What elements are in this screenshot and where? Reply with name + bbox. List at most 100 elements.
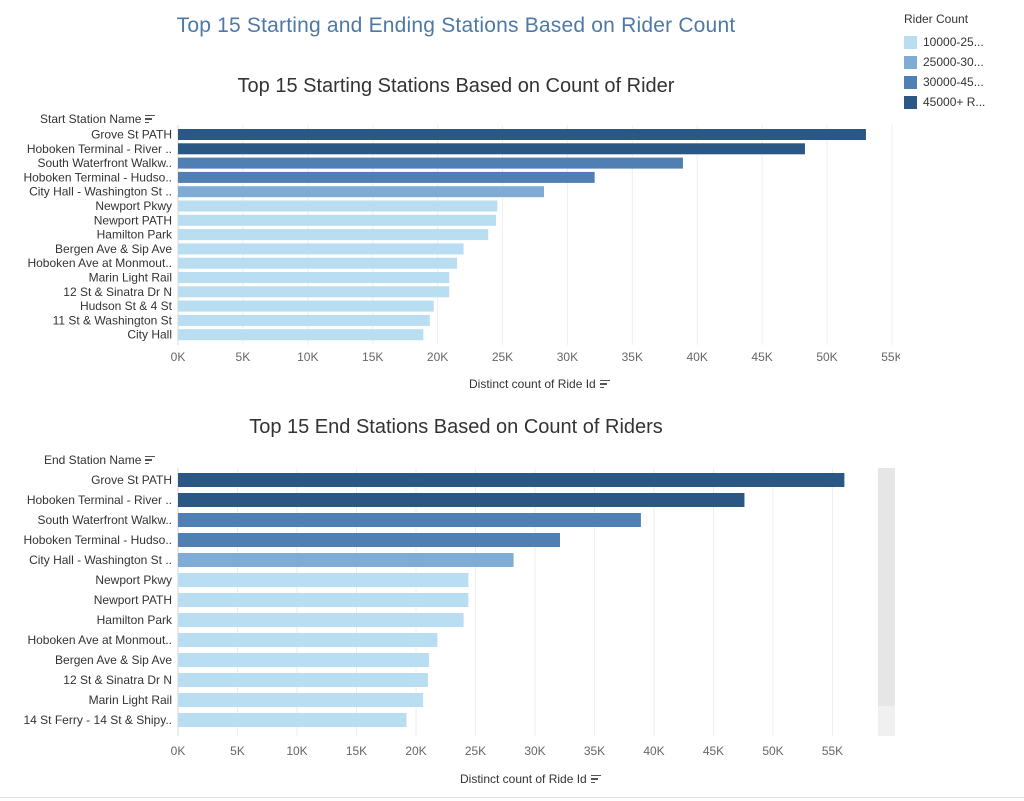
x-tick-label: 55K bbox=[881, 350, 900, 364]
x-tick-label: 50K bbox=[816, 350, 837, 364]
category-label: Marin Light Rail bbox=[89, 693, 172, 707]
bar[interactable] bbox=[178, 493, 745, 507]
legend-swatch bbox=[904, 35, 917, 49]
legend-label: 45000+ R... bbox=[923, 95, 986, 109]
bar[interactable] bbox=[178, 257, 458, 269]
category-label: Grove St PATH bbox=[91, 473, 172, 487]
category-label: South Waterfront Walkw.. bbox=[38, 513, 173, 527]
chart-scrollbar-thumb[interactable] bbox=[878, 706, 895, 736]
category-label: 12 St & Sinatra Dr N bbox=[63, 285, 172, 299]
x-tick-label: 0K bbox=[171, 744, 186, 758]
bar[interactable] bbox=[178, 286, 450, 298]
color-legend: Rider Count 10000-25... 25000-30... 30000-… bbox=[904, 12, 1014, 112]
bar[interactable] bbox=[178, 673, 428, 687]
category-label: City Hall - Washington St .. bbox=[29, 553, 172, 567]
category-label: Hoboken Terminal - River .. bbox=[27, 493, 172, 507]
bar[interactable] bbox=[178, 329, 424, 341]
sort-icon[interactable] bbox=[590, 774, 601, 784]
x-tick-label: 20K bbox=[427, 350, 448, 364]
legend-swatch bbox=[904, 75, 917, 89]
legend-label: 30000-45... bbox=[923, 75, 984, 89]
x-tick-label: 40K bbox=[643, 744, 664, 758]
category-label: Newport Pkwy bbox=[95, 573, 172, 587]
category-label: Hoboken Ave at Monmout.. bbox=[27, 633, 172, 647]
end-x-axis-title[interactable]: Distinct count of Ride Id bbox=[460, 772, 601, 786]
x-tick-label: 45K bbox=[703, 744, 724, 758]
bar[interactable] bbox=[178, 573, 469, 587]
end-x-axis-title-text: Distinct count of Ride Id bbox=[460, 772, 587, 786]
bar[interactable] bbox=[178, 129, 866, 140]
start-x-axis-title[interactable]: Distinct count of Ride Id bbox=[469, 377, 610, 391]
bar[interactable] bbox=[178, 243, 464, 255]
dashboard-title: Top 15 Starting and Ending Stations Base… bbox=[176, 14, 736, 37]
x-tick-label: 55K bbox=[822, 744, 843, 758]
bar[interactable] bbox=[178, 553, 514, 567]
category-label: 11 St & Washington St bbox=[53, 313, 173, 327]
bar[interactable] bbox=[178, 713, 407, 727]
bar[interactable] bbox=[178, 533, 560, 547]
bar[interactable] bbox=[178, 157, 683, 169]
legend-swatch bbox=[904, 95, 917, 109]
legend-item[interactable]: 30000-45... bbox=[904, 72, 1014, 92]
category-label: Hoboken Ave at Monmout.. bbox=[27, 256, 172, 270]
bar[interactable] bbox=[178, 229, 489, 241]
start-station-field-label[interactable]: Start Station Name bbox=[40, 112, 156, 126]
bar[interactable] bbox=[178, 171, 595, 183]
category-label: City Hall - Washington St .. bbox=[29, 185, 172, 199]
bar[interactable] bbox=[178, 513, 641, 527]
bar[interactable] bbox=[178, 653, 430, 667]
bar[interactable] bbox=[178, 200, 498, 212]
bar[interactable] bbox=[178, 473, 845, 487]
bar[interactable] bbox=[178, 214, 497, 226]
start-stations-bar-chart: 0K 5K 10K 15K 20K 25K 30K 35K 40K 45K 50K 55K Grove … bbox=[23, 125, 900, 364]
category-label: Hudson St & 4 St bbox=[80, 299, 173, 313]
x-tick-label: 25K bbox=[492, 350, 513, 364]
sort-icon[interactable] bbox=[145, 455, 156, 465]
category-label: Hoboken Terminal - River .. bbox=[27, 142, 172, 156]
category-label: Bergen Ave & Sip Ave bbox=[55, 653, 172, 667]
x-tick-label: 0K bbox=[171, 350, 186, 364]
x-tick-label: 30K bbox=[557, 350, 578, 364]
legend-label: 10000-25... bbox=[923, 35, 984, 49]
end-station-field-text: End Station Name bbox=[44, 453, 142, 467]
bar[interactable] bbox=[178, 693, 424, 707]
category-label: Hamilton Park bbox=[97, 228, 173, 242]
x-tick-label: 15K bbox=[346, 744, 367, 758]
bar[interactable] bbox=[178, 186, 545, 198]
x-tick-label: 15K bbox=[362, 350, 383, 364]
category-label: 12 St & Sinatra Dr N bbox=[63, 673, 172, 687]
end-stations-bar-chart: 0K 5K 10K 15K 20K 25K 30K 35K 40K 45K 50K 55K Grove … bbox=[23, 468, 845, 758]
bar[interactable] bbox=[178, 633, 438, 647]
x-tick-label: 20K bbox=[405, 744, 426, 758]
bar[interactable] bbox=[178, 314, 430, 326]
category-label: 14 St Ferry - 14 St & Shipy.. bbox=[24, 713, 173, 727]
x-tick-label: 10K bbox=[297, 350, 318, 364]
x-tick-label: 40K bbox=[687, 350, 708, 364]
category-label: Hamilton Park bbox=[97, 613, 173, 627]
category-label: Newport PATH bbox=[94, 213, 172, 227]
x-tick-label: 5K bbox=[230, 744, 245, 758]
bar[interactable] bbox=[178, 300, 434, 312]
bar[interactable] bbox=[178, 593, 469, 607]
x-tick-label: 5K bbox=[236, 350, 251, 364]
category-label: City Hall bbox=[127, 328, 172, 342]
sort-icon[interactable] bbox=[145, 114, 156, 124]
end-station-field-label[interactable]: End Station Name bbox=[44, 453, 156, 467]
bar[interactable] bbox=[178, 613, 464, 627]
chart-scrollbar[interactable] bbox=[878, 468, 895, 736]
legend-item[interactable]: 10000-25... bbox=[904, 32, 1014, 52]
start-chart-title: Top 15 Starting Stations Based on Count … bbox=[237, 75, 675, 97]
x-tick-label: 10K bbox=[286, 744, 307, 758]
bottom-divider bbox=[0, 797, 1024, 798]
category-label: Grove St PATH bbox=[91, 128, 172, 142]
sort-icon[interactable] bbox=[599, 379, 610, 389]
legend-item[interactable]: 25000-30... bbox=[904, 52, 1014, 72]
bar[interactable] bbox=[178, 143, 805, 155]
category-label: Newport PATH bbox=[94, 593, 172, 607]
x-tick-label: 30K bbox=[524, 744, 545, 758]
x-tick-label: 25K bbox=[465, 744, 486, 758]
bar[interactable] bbox=[178, 272, 450, 283]
category-label: South Waterfront Walkw.. bbox=[38, 156, 173, 170]
legend-item[interactable]: 45000+ R... bbox=[904, 92, 1014, 112]
end-chart-title: Top 15 End Stations Based on Count of Ri… bbox=[249, 416, 663, 438]
